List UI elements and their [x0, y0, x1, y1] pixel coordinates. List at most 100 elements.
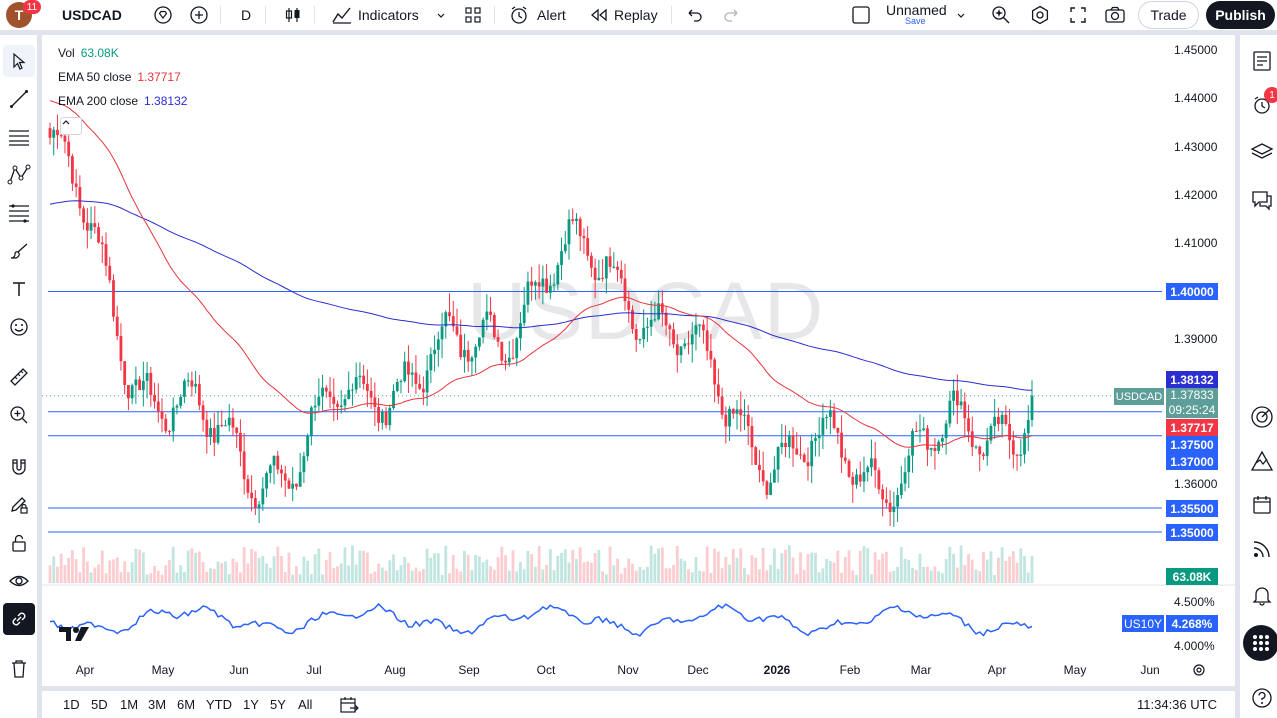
layout-checkbox[interactable]: [851, 0, 871, 30]
replay-button[interactable]: Replay: [590, 0, 658, 30]
candle-body: [567, 219, 571, 245]
time-tick: Oct: [536, 663, 556, 677]
chevron-up-icon: [62, 120, 70, 125]
broadcast-icon[interactable]: [1245, 532, 1277, 566]
candle-body: [485, 311, 489, 320]
candle-body: [421, 388, 425, 393]
candle-body: [280, 469, 283, 474]
fullscreen-icon[interactable]: [1068, 0, 1088, 30]
candle-body: [74, 183, 78, 188]
chat-icon[interactable]: [1245, 183, 1277, 217]
range-5y-button[interactable]: 5Y: [270, 697, 286, 712]
candle-body: [761, 470, 765, 482]
candle-body: [291, 483, 295, 489]
candle-body: [560, 251, 563, 266]
layers-icon[interactable]: [1245, 135, 1277, 169]
time-tick: Apr: [75, 663, 95, 677]
range-6m-button[interactable]: 6M: [177, 697, 196, 712]
candle-body: [530, 281, 534, 286]
candle-body: [769, 482, 773, 495]
volume-bar: [914, 569, 918, 583]
target-icon[interactable]: [1245, 400, 1277, 434]
timezone-clock[interactable]: 11:34:36 UTC: [1137, 697, 1217, 712]
ideas-icon[interactable]: [1245, 444, 1277, 478]
lock-icon[interactable]: [3, 527, 35, 559]
watchlist-icon[interactable]: [1245, 44, 1277, 78]
volume-bar: [884, 551, 888, 583]
text-tool-icon[interactable]: [3, 273, 35, 305]
layout-name[interactable]: Unnamed: [886, 2, 947, 18]
eye-icon[interactable]: [3, 565, 35, 597]
chevron-down-icon[interactable]: [956, 0, 966, 30]
add-symbol-icon[interactable]: [189, 0, 209, 30]
publish-button[interactable]: Publish: [1206, 1, 1275, 29]
candle-body: [463, 349, 466, 358]
candle-body: [336, 403, 339, 407]
volume-bar: [843, 557, 847, 583]
zoom-in-icon[interactable]: [3, 399, 35, 431]
range-1y-button[interactable]: 1Y: [243, 697, 259, 712]
candle-body: [955, 390, 959, 406]
magnet-icon[interactable]: [3, 451, 35, 483]
calendar-icon[interactable]: [1245, 488, 1277, 522]
volume-bar: [231, 558, 235, 583]
candle-body: [743, 414, 746, 416]
volume-bar: [395, 570, 399, 583]
range-1d-button[interactable]: 1D: [63, 697, 80, 712]
range-5d-button[interactable]: 5D: [91, 697, 108, 712]
candles-icon[interactable]: [283, 0, 303, 30]
trash-icon[interactable]: [3, 653, 35, 685]
fib-retracement-icon[interactable]: [3, 197, 35, 229]
trade-button[interactable]: Trade: [1138, 1, 1199, 29]
price-chart[interactable]: [42, 35, 1235, 686]
pattern-tool-icon[interactable]: [3, 159, 35, 191]
candle-body: [914, 431, 918, 433]
range-1m-button[interactable]: 1M: [120, 697, 139, 712]
help-icon[interactable]: [1245, 681, 1277, 715]
cursor-icon[interactable]: [3, 45, 35, 77]
volume-bar: [989, 551, 993, 583]
chevron-down-icon[interactable]: [436, 0, 446, 30]
legend-ema200[interactable]: EMA 200 close 1.38132: [58, 94, 187, 108]
volume-bar: [451, 555, 455, 583]
symbol-search-button[interactable]: USDCAD: [44, 3, 180, 27]
templates-icon[interactable]: [463, 0, 483, 30]
candle-body: [1023, 433, 1026, 455]
volume-bar: [369, 573, 373, 583]
brush-icon[interactable]: [3, 235, 35, 267]
emoji-icon[interactable]: [3, 311, 35, 343]
volume-bar: [903, 558, 907, 583]
chart-area[interactable]: USDCAD Vol 63.08K EMA 50 close 1.37717 EMA…: [42, 35, 1235, 686]
alert-button[interactable]: Alert: [509, 0, 566, 30]
candle-body: [436, 339, 440, 350]
candle-body: [89, 223, 93, 231]
link-icon[interactable]: [3, 603, 35, 635]
ruler-icon[interactable]: [3, 361, 35, 393]
camera-icon[interactable]: [1104, 0, 1126, 30]
trend-line-icon[interactable]: [3, 83, 35, 115]
candle-body: [369, 390, 373, 398]
range-3m-button[interactable]: 3M: [148, 697, 167, 712]
notifications-bell-icon[interactable]: [1245, 578, 1277, 612]
range-ytd-button[interactable]: YTD: [206, 697, 232, 712]
candle-body: [649, 319, 653, 327]
goto-date-icon[interactable]: [339, 696, 359, 718]
quick-search-icon[interactable]: [990, 0, 1012, 30]
settings-gear-icon[interactable]: [1030, 0, 1050, 30]
pencil-lock-icon[interactable]: [3, 489, 35, 521]
volume-bar: [806, 554, 810, 583]
legend-volume[interactable]: Vol 63.08K: [58, 46, 119, 60]
volume-bar: [955, 567, 959, 583]
interval-button[interactable]: D: [241, 0, 251, 30]
collapse-legend-button[interactable]: [60, 117, 82, 135]
avatar-letter: T: [14, 7, 24, 23]
apps-grid-icon[interactable]: [1243, 625, 1277, 661]
save-hint[interactable]: Save: [905, 16, 926, 26]
volume-bar: [866, 548, 870, 583]
horizontal-lines-icon[interactable]: [3, 121, 35, 153]
indicators-button[interactable]: Indicators: [331, 0, 419, 30]
undo-icon[interactable]: [685, 0, 703, 30]
legend-ema50[interactable]: EMA 50 close 1.37717: [58, 70, 181, 84]
range-all-button[interactable]: All: [298, 697, 313, 712]
diamond-icon[interactable]: [153, 0, 173, 30]
